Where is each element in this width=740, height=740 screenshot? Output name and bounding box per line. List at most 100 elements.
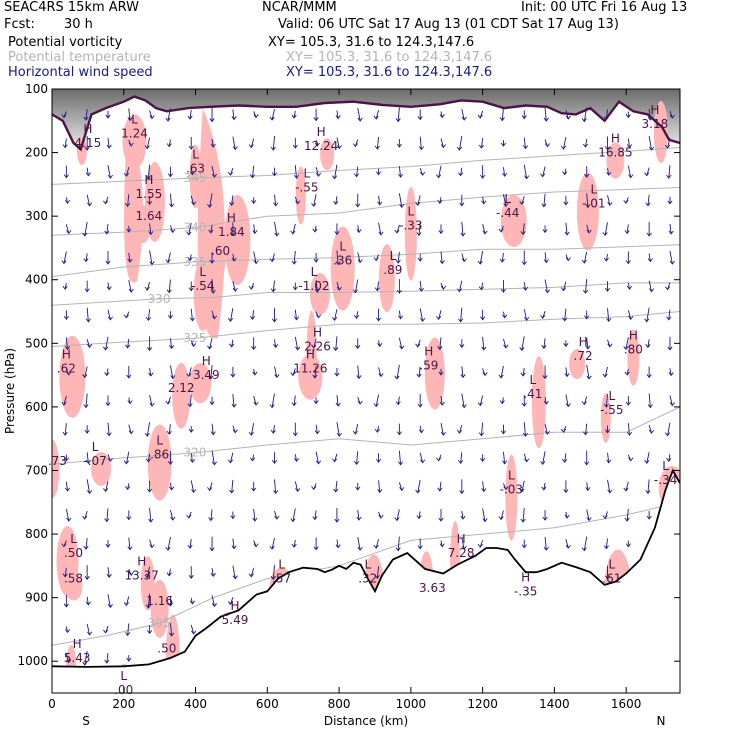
- wind-arrowhead: [82, 661, 88, 666]
- wind-arrowhead: [623, 199, 629, 205]
- wind-arrowhead: [291, 402, 297, 407]
- pv-extremum-value: .50: [157, 641, 176, 655]
- wind-arrowhead: [563, 343, 569, 348]
- wind-vector: [149, 394, 153, 407]
- wind-vector: [336, 110, 339, 119]
- pv-extremum-value: 1.55: [136, 187, 163, 201]
- wind-vector: [211, 138, 214, 148]
- wind-arrowhead: [398, 173, 404, 178]
- wind-arrowhead: [417, 403, 423, 408]
- wind-vector: [522, 367, 525, 376]
- pv-extremum-low-marker: L: [192, 147, 199, 161]
- wind-arrowhead: [293, 457, 300, 463]
- wind-arrowhead: [167, 460, 173, 466]
- wind-vector: [190, 480, 195, 493]
- pv-extremum-value: -.55: [295, 181, 318, 195]
- wind-vector: [646, 167, 650, 176]
- wind-arrowhead: [127, 258, 133, 263]
- pv-shade-blob: [531, 356, 546, 449]
- wind-vector: [376, 136, 380, 150]
- wind-vector: [357, 509, 360, 521]
- wind-arrowhead: [648, 146, 655, 151]
- wind-arrowhead: [644, 172, 650, 177]
- wind-arrowhead: [440, 285, 446, 290]
- y-axis-label: Pressure (hPa): [3, 348, 17, 434]
- wind-vector: [357, 537, 361, 551]
- wind-arrowhead: [105, 114, 111, 119]
- pv-extremum-value: 16.85: [598, 146, 632, 160]
- wind-arrowhead: [336, 432, 342, 437]
- wind-vector: [605, 393, 608, 408]
- wind-arrowhead: [64, 629, 71, 634]
- wind-arrowhead: [64, 487, 71, 492]
- pv-shade-plume: [197, 108, 225, 339]
- wind-arrowhead: [62, 144, 68, 149]
- wind-vector: [85, 108, 88, 120]
- wind-vector: [168, 139, 171, 147]
- x-tick-label: 1000: [396, 697, 427, 711]
- pv-extremum-value: .62: [57, 362, 76, 376]
- wind-vector: [480, 422, 484, 436]
- wind-arrowhead: [373, 257, 379, 262]
- wind-arrowhead: [128, 571, 134, 576]
- wind-arrowhead: [357, 117, 363, 122]
- wind-vector: [293, 110, 296, 119]
- y-tick-label: 900: [25, 591, 48, 605]
- wind-vector: [461, 537, 465, 550]
- pv-extremum-value: 1.24: [121, 127, 148, 141]
- wind-vector: [106, 652, 109, 664]
- pv-extremum-value: 7.28: [448, 546, 475, 560]
- wind-arrowhead: [628, 457, 634, 462]
- wind-vector: [294, 454, 297, 462]
- wind-arrowhead: [334, 231, 340, 236]
- wind-arrowhead: [498, 228, 504, 233]
- wind-vector: [356, 166, 359, 177]
- wind-vector: [458, 425, 463, 434]
- forecast-hours: 30 h: [64, 17, 93, 32]
- wind-vector: [627, 138, 630, 148]
- wind-arrowhead: [562, 317, 568, 322]
- wind-vector: [461, 221, 464, 236]
- wind-vector: [189, 539, 192, 549]
- wind-arrowhead: [291, 114, 297, 119]
- pv-extremum-high-marker: H: [650, 103, 659, 117]
- pv-shade-blob: [76, 137, 87, 166]
- wind-vector: [274, 366, 278, 378]
- wind-arrowhead: [144, 286, 150, 291]
- wind-vector: [647, 194, 650, 206]
- x-end-label: N: [657, 714, 666, 728]
- wind-arrowhead: [103, 346, 109, 351]
- wind-arrowhead: [83, 258, 89, 263]
- wind-arrowhead: [125, 632, 131, 637]
- field-name-pv: Potential vorticity: [8, 35, 123, 50]
- wind-arrowhead: [544, 430, 551, 435]
- wind-arrowhead: [416, 515, 422, 520]
- wind-arrowhead: [191, 343, 197, 348]
- wind-arrowhead: [188, 287, 194, 292]
- wind-vector: [128, 424, 132, 434]
- wind-vector: [357, 365, 360, 379]
- wind-arrowhead: [395, 547, 401, 552]
- wind-vector: [626, 224, 629, 234]
- wind-vector: [440, 138, 444, 148]
- wind-arrowhead: [456, 288, 462, 293]
- wind-arrowhead: [439, 401, 445, 406]
- y-tick-label: 300: [25, 209, 48, 223]
- wind-arrowhead: [291, 543, 297, 548]
- wind-arrowhead: [290, 372, 296, 377]
- wind-vector: [523, 137, 526, 149]
- wind-arrowhead: [544, 289, 551, 294]
- y-tick-label: 200: [25, 146, 48, 160]
- wind-vector: [668, 309, 671, 320]
- pv-shade-blob: [52, 439, 60, 499]
- wind-arrowhead: [604, 429, 611, 434]
- wind-arrowhead: [607, 343, 613, 348]
- wind-arrowhead: [395, 259, 401, 264]
- wind-vector: [127, 338, 130, 348]
- wind-arrowhead: [502, 172, 508, 177]
- wind-arrowhead: [313, 258, 319, 263]
- wind-arrowhead: [169, 632, 175, 637]
- wind-arrowhead: [149, 544, 155, 549]
- wind-arrowhead: [253, 401, 259, 406]
- wind-vector: [146, 422, 151, 437]
